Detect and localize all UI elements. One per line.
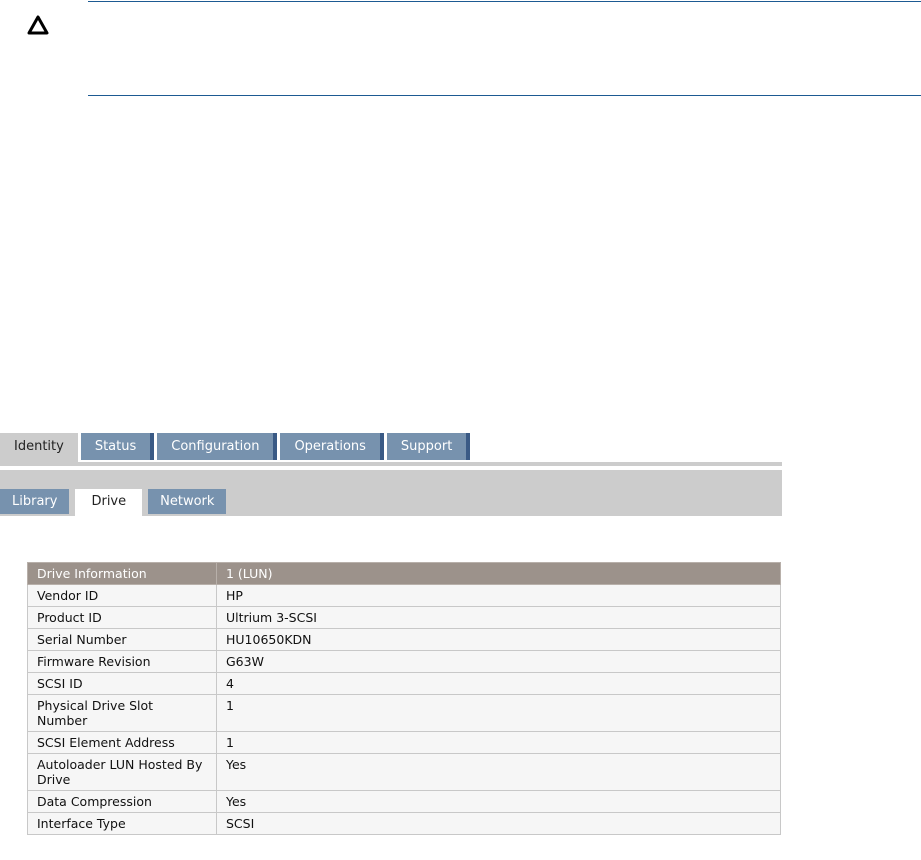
label-cell: Vendor ID (27, 584, 217, 607)
table-row: Autoloader LUN Hosted By Drive Yes (27, 753, 781, 791)
tab-support[interactable]: Support (386, 433, 471, 460)
label-cell: Data Compression (27, 790, 217, 813)
tab-divider (0, 462, 782, 466)
tab-identity[interactable]: Identity (0, 433, 78, 463)
top-rule (88, 1, 921, 2)
value-cell: Yes (216, 753, 781, 791)
table-row: SCSI Element Address 1 (27, 731, 781, 754)
label-cell: SCSI ID (27, 672, 217, 695)
label-cell: Product ID (27, 606, 217, 629)
label-cell: Firmware Revision (27, 650, 217, 673)
table-row: Firmware Revision G63W (27, 650, 781, 673)
value-cell: 1 (216, 731, 781, 754)
subtab-library[interactable]: Library (0, 489, 70, 514)
table-row: SCSI ID 4 (27, 672, 781, 695)
table-row: Physical Drive Slot Number 1 (27, 694, 781, 732)
caution-triangle-icon (27, 15, 49, 35)
value-cell: Ultrium 3-SCSI (216, 606, 781, 629)
table-row: Product ID Ultrium 3-SCSI (27, 606, 781, 629)
table-row: Interface Type SCSI (27, 812, 781, 835)
label-cell: Physical Drive Slot Number (27, 694, 217, 732)
label-cell: Autoloader LUN Hosted By Drive (27, 753, 217, 791)
subtab-network[interactable]: Network (148, 489, 227, 514)
header-cell: Drive Information (27, 562, 217, 585)
bottom-rule (88, 95, 921, 96)
table-row: Vendor ID HP (27, 584, 781, 607)
drive-information-table: Drive Information 1 (LUN) Vendor ID HP Pro… (27, 562, 781, 835)
header-cell: 1 (LUN) (216, 562, 781, 585)
table-row: Data Compression Yes (27, 790, 781, 813)
table-header: Drive Information 1 (LUN) (27, 562, 781, 585)
value-cell: Yes (216, 790, 781, 813)
value-cell: 1 (216, 694, 781, 732)
value-cell: HP (216, 584, 781, 607)
tab-status[interactable]: Status (80, 433, 155, 460)
subtab-drive[interactable]: Drive (75, 489, 143, 516)
value-cell: SCSI (216, 812, 781, 835)
tab-configuration[interactable]: Configuration (157, 433, 278, 460)
label-cell: Interface Type (27, 812, 217, 835)
label-cell: Serial Number (27, 628, 217, 651)
value-cell: HU10650KDN (216, 628, 781, 651)
label-cell: SCSI Element Address (27, 731, 217, 754)
tab-operations[interactable]: Operations (280, 433, 384, 460)
main-tabs: Identity Status Configuration Operations… (0, 433, 473, 463)
value-cell: G63W (216, 650, 781, 673)
value-cell: 4 (216, 672, 781, 695)
table-row: Serial Number HU10650KDN (27, 628, 781, 651)
